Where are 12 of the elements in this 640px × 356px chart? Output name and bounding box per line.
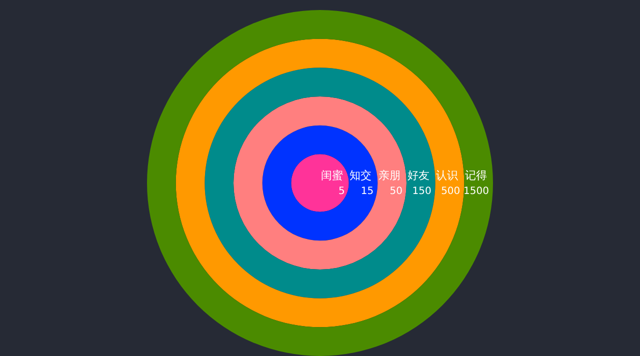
category-label: 好友	[407, 169, 430, 182]
data-label: 15	[360, 186, 374, 197]
data-label: 500	[441, 186, 460, 197]
data-label: 150	[412, 186, 432, 197]
category-label: 知交	[350, 169, 372, 182]
data-label: 50	[390, 186, 402, 197]
category-label: 亲朋	[378, 169, 400, 182]
data-label: 1500	[464, 186, 489, 197]
category-label: 闺蜜	[320, 169, 343, 182]
category-label: 记得	[465, 169, 487, 182]
data-label: 5	[338, 186, 345, 197]
category-label: 认识	[436, 169, 458, 182]
